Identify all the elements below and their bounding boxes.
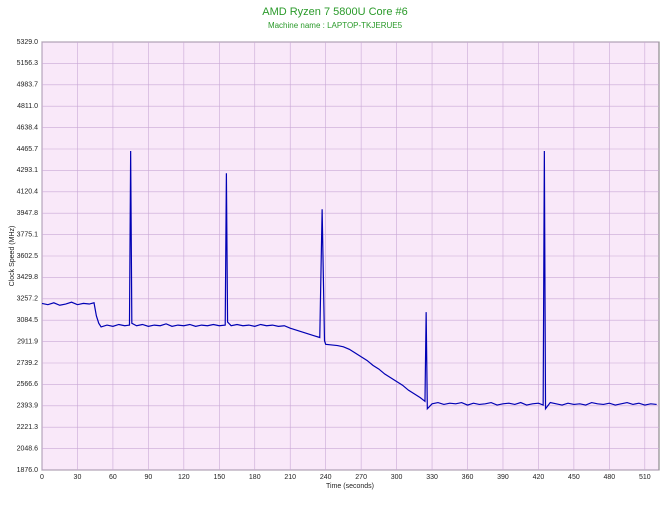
x-axis-label: Time (seconds) xyxy=(326,483,374,490)
x-tick-label: 360 xyxy=(462,474,474,481)
y-tick-label: 3257.2 xyxy=(17,296,39,303)
y-tick-label: 4465.7 xyxy=(17,146,39,153)
x-tick-label: 420 xyxy=(533,474,545,481)
x-tick-label: 270 xyxy=(355,474,367,481)
y-tick-label: 1876.0 xyxy=(17,467,39,474)
y-tick-label: 4983.7 xyxy=(17,82,39,89)
y-tick-label: 2393.9 xyxy=(17,403,39,410)
y-tick-label: 3775.1 xyxy=(17,231,39,238)
y-tick-label: 2048.6 xyxy=(17,445,39,452)
y-tick-label: 2221.3 xyxy=(17,424,39,431)
y-tick-label: 3947.8 xyxy=(17,210,39,217)
x-tick-label: 390 xyxy=(497,474,509,481)
line-series xyxy=(41,150,657,411)
y-tick-label: 4293.1 xyxy=(17,167,39,174)
x-tick-label: 30 xyxy=(74,474,82,481)
y-tick-label: 4638.4 xyxy=(17,124,39,131)
x-tick-label: 0 xyxy=(40,474,44,481)
y-tick-label: 3602.5 xyxy=(17,253,39,260)
y-tick-label: 3429.8 xyxy=(17,274,39,281)
x-tick-label: 510 xyxy=(639,474,651,481)
x-tick-label: 300 xyxy=(391,474,403,481)
x-tick-label: 330 xyxy=(426,474,438,481)
y-tick-label: 5156.3 xyxy=(17,60,39,67)
y-tick-label: 4120.4 xyxy=(17,189,39,196)
x-tick-label: 120 xyxy=(178,474,190,481)
x-tick-label: 210 xyxy=(284,474,296,481)
y-axis-label: Clock Speed (MHz) xyxy=(9,226,16,287)
x-tick-label: 480 xyxy=(604,474,616,481)
y-tick-label: 2911.9 xyxy=(17,338,38,345)
y-tick-label: 3084.5 xyxy=(17,317,39,324)
x-tick-label: 150 xyxy=(213,474,225,481)
chart-subtitle: Machine name : LAPTOP-TKJERUE5 xyxy=(268,21,403,30)
y-tick-label: 2739.2 xyxy=(17,360,39,367)
y-tick-label: 5329.0 xyxy=(17,39,39,46)
x-tick-label: 450 xyxy=(568,474,580,481)
x-tick-label: 90 xyxy=(144,474,152,481)
y-tick-label: 2566.6 xyxy=(17,381,39,388)
x-tick-label: 180 xyxy=(249,474,261,481)
chart-title: AMD Ryzen 7 5800U Core #6 xyxy=(262,6,408,18)
y-tick-label: 4811.0 xyxy=(17,103,38,110)
x-tick-label: 240 xyxy=(320,474,332,481)
x-tick-label: 60 xyxy=(109,474,117,481)
